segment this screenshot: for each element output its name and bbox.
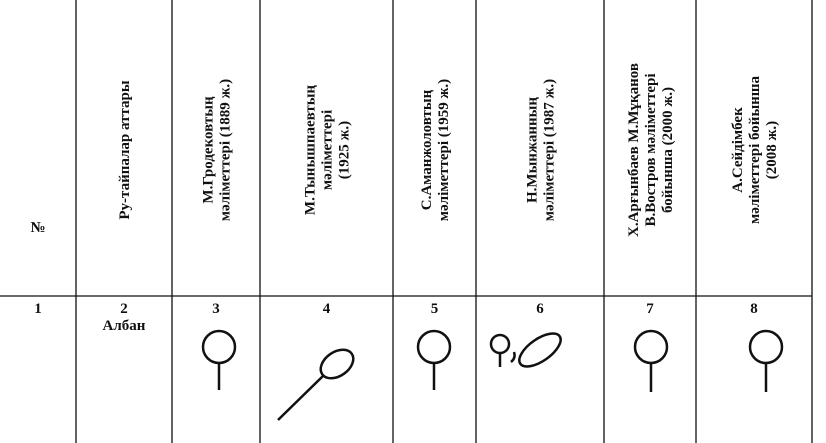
- column-number: 5: [431, 301, 439, 317]
- tribe-name: Албан: [103, 318, 146, 334]
- tamga: [489, 332, 562, 368]
- column-number: 7: [646, 301, 654, 317]
- tamga: [633, 329, 669, 392]
- column-number: 2: [120, 301, 128, 317]
- column-number: 1: [34, 301, 42, 317]
- header-text: Н.Мынжанның: [525, 97, 541, 203]
- column-number: 4: [323, 301, 331, 317]
- header-text: С.Аманжоловтың: [419, 89, 435, 210]
- tamga: [277, 348, 355, 421]
- tamga-symbols: [201, 329, 784, 421]
- tamga: [748, 329, 784, 392]
- header-text: В.Востров мәліметтері: [643, 73, 659, 226]
- header-text: (2008 ж.): [764, 121, 780, 179]
- header-text: Ру-тайпалар аттары: [117, 80, 133, 220]
- header-text: (1925 ж.): [337, 121, 353, 179]
- header-text: мәліметтері (1959 ж.): [436, 79, 452, 221]
- column-number: 8: [750, 301, 758, 317]
- header-text: А.Сейдімбек: [730, 107, 746, 193]
- header-text: бойынша (2000 ж.): [660, 87, 676, 213]
- column-number: 6: [536, 301, 544, 317]
- header-text: мәліметтері (1889 ж.): [218, 79, 234, 221]
- tamga: [201, 329, 237, 390]
- tamga: [416, 329, 452, 390]
- header-text: мәліметтері бойынша: [747, 76, 763, 224]
- header-text: мәліметтері (1987 ж.): [542, 79, 558, 221]
- header-text: М.Тынышпаевтың: [303, 85, 319, 216]
- header-text: мәліметтері: [320, 110, 336, 190]
- header-text: №: [30, 220, 45, 236]
- header-text: Х.Арғынбаев М.Мұқанов: [626, 63, 642, 237]
- column-number: 3: [212, 301, 220, 317]
- header-text: М.Гродековтың: [201, 96, 217, 204]
